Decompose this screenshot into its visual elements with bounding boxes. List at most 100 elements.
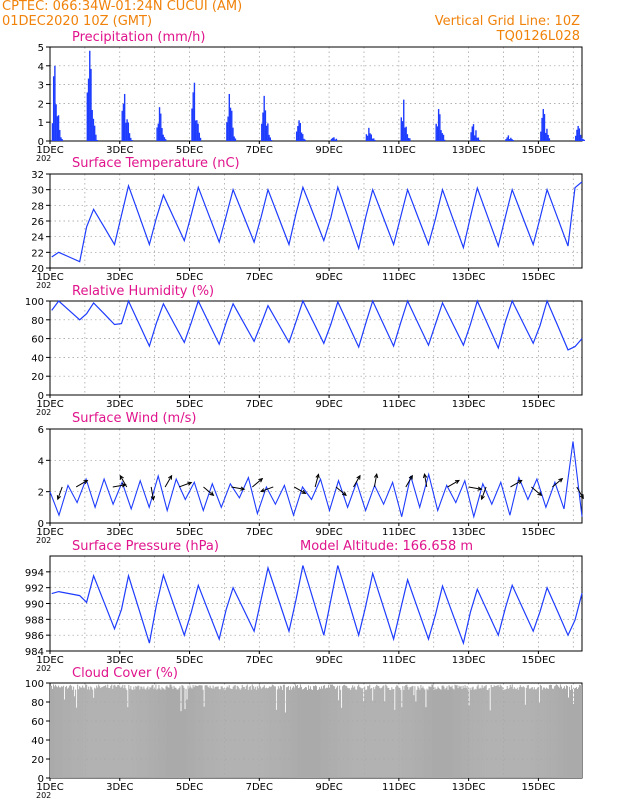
cloud-column <box>508 687 510 778</box>
cloud-column <box>473 689 475 778</box>
cloud-column <box>484 686 486 778</box>
cloud-column <box>128 684 130 778</box>
precip-bar <box>366 135 369 141</box>
cloud-column <box>293 689 295 778</box>
cloud-column <box>551 688 553 778</box>
y-tick-label: 60 <box>31 717 44 728</box>
cloud-column <box>201 685 203 778</box>
cloud-column <box>354 686 356 778</box>
cloud-column <box>445 687 447 778</box>
cloud-column <box>443 686 445 778</box>
precip-bar <box>229 107 232 141</box>
cloud-column <box>387 687 389 778</box>
precip-bar <box>478 139 481 141</box>
cloud-column <box>545 687 547 778</box>
cloud-column <box>214 686 216 778</box>
cloud-column <box>170 684 172 778</box>
cloud-column <box>114 684 116 778</box>
x-tick-label: 1DEC <box>36 782 63 793</box>
x-tick-label: 7DEC <box>246 527 273 538</box>
cloud-column <box>515 689 517 778</box>
cloud-column <box>446 686 448 778</box>
cloud-column <box>518 687 520 778</box>
cloud-column <box>177 689 179 778</box>
cloud-column <box>280 686 282 778</box>
panel-frame <box>49 555 583 652</box>
cloud-column <box>560 686 562 778</box>
cloud-column <box>197 685 199 778</box>
cloud-column <box>452 688 454 778</box>
cloud-column <box>86 684 88 778</box>
x-tick-label: 15DEC <box>522 145 556 156</box>
cloud-column <box>408 689 410 778</box>
y-tick-label: 24 <box>31 233 44 244</box>
precip-bar <box>56 116 59 141</box>
precip-bar <box>409 138 411 141</box>
cloud-title: Cloud Cover (%) <box>72 666 178 681</box>
precip-bar <box>334 139 336 141</box>
cloud-column <box>347 687 349 778</box>
cloud-column <box>200 685 202 778</box>
wind-arrow <box>150 486 155 501</box>
x-tick-label: 9DEC <box>315 399 342 410</box>
x-tick-label: 11DEC <box>382 145 416 156</box>
cloud-column <box>50 685 52 778</box>
x-tick-label: 3DEC <box>106 145 133 156</box>
cloud-column <box>453 689 455 778</box>
cloud-column <box>96 685 98 778</box>
wind-arrow-shaft <box>203 486 214 496</box>
precip-bar <box>440 130 442 141</box>
precip-bar <box>404 127 406 141</box>
precip-bar <box>576 129 578 141</box>
x-tick-label: 15DEC <box>522 655 556 666</box>
cloud-column <box>326 687 328 778</box>
cloud-column <box>262 686 264 778</box>
cloud-column <box>530 687 532 778</box>
cloud-column <box>366 689 368 778</box>
cloud-column <box>66 685 68 778</box>
precip-bar <box>232 127 234 141</box>
precip-bar <box>332 137 334 141</box>
cloud-column <box>61 686 63 778</box>
cloud-column <box>210 687 212 778</box>
cloud-column <box>169 684 171 778</box>
cloud-column <box>104 685 106 778</box>
cloud-column <box>425 707 427 778</box>
cloud-column <box>497 685 499 778</box>
panel-4 <box>46 555 583 654</box>
cloud-column <box>256 686 258 778</box>
cloud-column <box>249 686 251 778</box>
precip-bar <box>158 107 161 141</box>
cloud-column <box>115 686 117 778</box>
wind-arrow-head <box>579 494 584 500</box>
cloud-column <box>331 684 333 778</box>
cloud-column <box>569 689 572 778</box>
precip-bar <box>546 128 548 141</box>
cloud-column <box>60 687 62 778</box>
precip-bar <box>369 133 371 141</box>
wind-arrow-head <box>168 474 173 480</box>
cloud-column <box>404 686 406 778</box>
x-tick-label: 15DEC <box>522 782 556 793</box>
year-stub: 202 <box>36 154 51 163</box>
x-tick-label: 5DEC <box>176 527 203 538</box>
panel-frame <box>49 46 583 142</box>
cloud-column <box>241 684 243 778</box>
precip-bar <box>125 122 127 141</box>
cloud-column <box>360 687 362 778</box>
x-tick-label: 7DEC <box>246 145 273 156</box>
cloud-column <box>541 689 543 778</box>
cloud-column <box>320 688 322 778</box>
cloud-column <box>206 685 208 778</box>
cloud-column <box>416 689 418 778</box>
cloud-column <box>524 704 526 778</box>
y-tick-label: 3 <box>38 81 44 92</box>
x-tick-label: 15DEC <box>522 272 556 283</box>
cloud-column <box>59 687 61 778</box>
precip-bar <box>472 124 475 141</box>
precip-bar <box>474 135 476 141</box>
wind-arrow-head <box>480 495 485 501</box>
x-tick-label: 9DEC <box>315 527 342 538</box>
x-tick-label: 9DEC <box>315 655 342 666</box>
precip-bar <box>264 110 267 141</box>
